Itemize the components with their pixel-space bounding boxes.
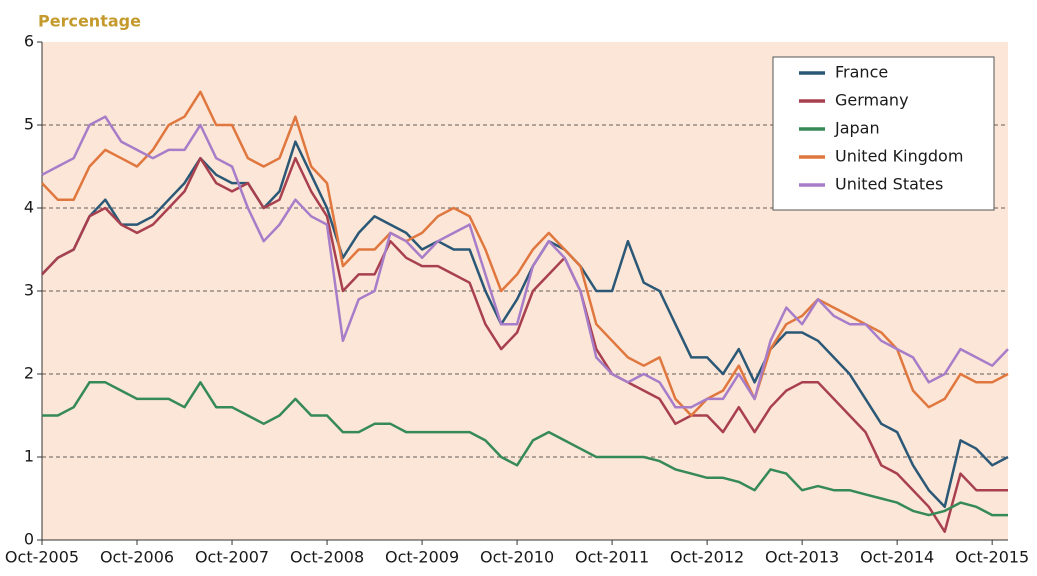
x-tick-label: Oct-2014 — [860, 548, 934, 567]
x-tick-label: Oct-2015 — [955, 548, 1029, 567]
series-line — [41, 115, 1009, 409]
y-tick-label: 0 — [24, 530, 34, 549]
legend-label: United States — [835, 175, 943, 194]
series-line — [41, 90, 1009, 417]
y-tick-label: 2 — [24, 364, 34, 383]
legend-label: United Kingdom — [835, 147, 963, 166]
x-tick-label: Oct-2009 — [385, 548, 459, 567]
legend-label: Japan — [834, 119, 880, 138]
x-tick-label: Oct-2013 — [765, 548, 839, 567]
axis-label: Percentage — [38, 12, 141, 31]
y-tick-label: 3 — [24, 281, 34, 300]
x-tick-label: Oct-2006 — [100, 548, 174, 567]
x-tick-label: Oct-2005 — [5, 548, 79, 567]
y-tick-label: 4 — [24, 198, 34, 217]
x-tick-label: Oct-2012 — [670, 548, 744, 567]
x-tick-label: Oct-2011 — [575, 548, 649, 567]
y-tick-label: 1 — [24, 447, 34, 466]
x-tick-label: Oct-2007 — [195, 548, 269, 567]
y-tick-label: 6 — [24, 32, 34, 51]
legend-label: France — [835, 63, 888, 82]
series-line — [42, 381, 1008, 517]
legend-label: Germany — [835, 91, 909, 110]
x-tick-label: Oct-2008 — [290, 548, 364, 567]
x-tick-label: Oct-2010 — [480, 548, 554, 567]
series-line — [41, 156, 1008, 533]
y-tick-label: 5 — [24, 115, 34, 134]
